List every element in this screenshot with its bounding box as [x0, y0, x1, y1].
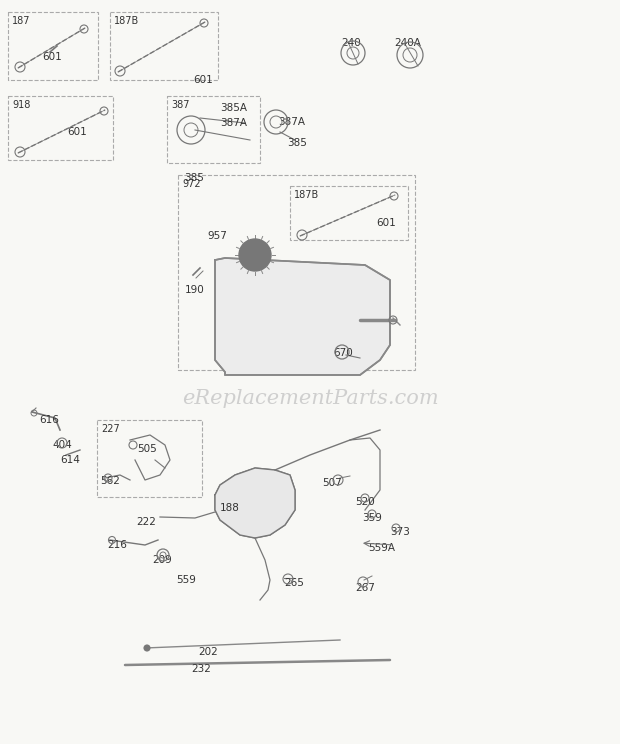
Text: 187B: 187B [114, 16, 140, 26]
Text: 222: 222 [136, 517, 156, 527]
Text: 240: 240 [341, 38, 361, 48]
Text: 216: 216 [107, 540, 127, 550]
Text: 190: 190 [185, 285, 205, 295]
Text: 404: 404 [52, 440, 72, 450]
Text: 385A: 385A [220, 103, 247, 113]
Text: 387: 387 [171, 100, 190, 110]
Polygon shape [215, 468, 295, 538]
Text: 601: 601 [42, 52, 62, 62]
Text: 559: 559 [176, 575, 196, 585]
Text: 267: 267 [355, 583, 375, 593]
Text: 209: 209 [152, 555, 172, 565]
Text: eReplacementParts.com: eReplacementParts.com [182, 388, 438, 408]
Text: 232: 232 [191, 664, 211, 674]
Text: 507: 507 [322, 478, 342, 488]
Text: 227: 227 [101, 424, 120, 434]
Text: 670: 670 [333, 348, 353, 358]
Text: 601: 601 [67, 127, 87, 137]
Text: 187B: 187B [294, 190, 319, 200]
Bar [110, 12, 218, 80]
Bar [290, 186, 408, 240]
Bar [97, 420, 202, 497]
Text: 601: 601 [193, 75, 213, 85]
Text: 918: 918 [12, 100, 30, 110]
Text: 385: 385 [287, 138, 307, 148]
Bar [167, 96, 260, 163]
Text: 957: 957 [207, 231, 227, 241]
Circle shape [144, 645, 150, 651]
Text: 387A: 387A [278, 117, 305, 127]
Text: 188: 188 [220, 503, 240, 513]
Text: 601: 601 [376, 218, 396, 228]
Text: 505: 505 [137, 444, 157, 454]
Bar [8, 96, 113, 160]
Text: 265: 265 [284, 578, 304, 588]
Text: 202: 202 [198, 647, 218, 657]
Text: 240A: 240A [394, 38, 421, 48]
Circle shape [239, 239, 271, 271]
Text: 559A: 559A [368, 543, 395, 553]
Text: 359: 359 [362, 513, 382, 523]
Text: 616: 616 [39, 415, 59, 425]
Text: 562: 562 [100, 476, 120, 486]
Bar [8, 12, 98, 80]
Bar [178, 175, 415, 370]
Text: 187: 187 [12, 16, 30, 26]
Text: 614: 614 [60, 455, 80, 465]
Text: 385: 385 [184, 173, 204, 183]
Text: 972: 972 [182, 179, 201, 189]
Text: 387A: 387A [220, 118, 247, 128]
Polygon shape [215, 258, 390, 375]
Text: 373: 373 [390, 527, 410, 537]
Text: 520: 520 [355, 497, 374, 507]
